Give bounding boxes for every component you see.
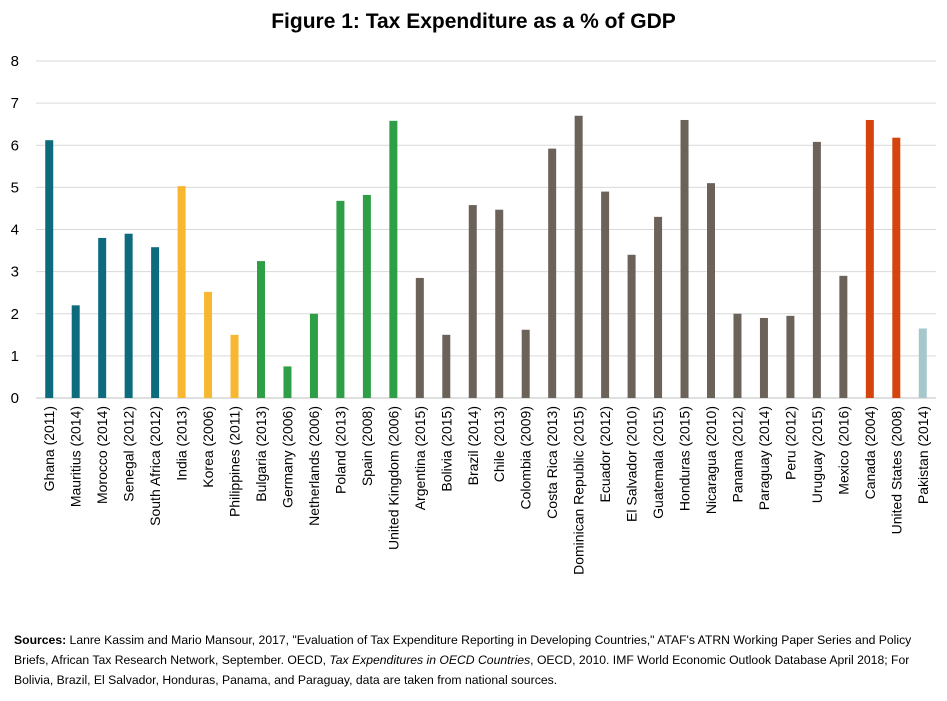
bar: [362, 194, 371, 398]
bar: [548, 148, 557, 398]
sources-text-2: , OECD, 2010. IMF World Economic Outlook…: [14, 653, 910, 687]
x-tick-label: United Kingdom (2006): [385, 406, 401, 550]
bar: [442, 334, 451, 398]
y-tick-label: 0: [11, 390, 19, 407]
bar: [98, 237, 107, 398]
bar: [839, 275, 848, 398]
x-tick-label: El Salvador (2010): [624, 406, 640, 522]
bar: [71, 305, 80, 398]
bar: [151, 247, 160, 398]
sources-note: Sources: Lanre Kassim and Mario Mansour,…: [14, 630, 934, 690]
x-tick-label: United States (2008): [888, 406, 904, 534]
x-tick-label: Brazil (2014): [465, 406, 481, 485]
x-tick-label: Morocco (2014): [94, 406, 110, 504]
sources-italic-title: Tax Expenditures in OECD Countries: [329, 653, 531, 667]
x-tick-label: Nicaragua (2010): [703, 406, 719, 514]
x-tick-label: Costa Rica (2013): [544, 406, 560, 519]
bars: [45, 115, 927, 399]
x-tick-label: Argentina (2015): [412, 406, 428, 510]
x-tick-label: Mexico (2016): [835, 406, 851, 495]
x-tick-label: Germany (2006): [279, 406, 295, 508]
x-tick-label: Colombia (2009): [518, 406, 534, 510]
y-tick-label: 2: [11, 306, 19, 323]
y-tick-label: 1: [11, 348, 19, 365]
bar: [495, 209, 504, 398]
bar: [812, 141, 821, 398]
bar: [257, 261, 265, 398]
y-tick-label: 8: [11, 53, 19, 70]
bar: [521, 329, 530, 398]
y-axis-tick-labels: 0 1 2 3 4 5 6 7 8: [11, 53, 19, 407]
y-tick-label: 3: [11, 264, 19, 281]
x-tick-label: Poland (2013): [332, 406, 348, 494]
x-tick-label: Pakistan (2014): [915, 406, 931, 504]
bar: [786, 315, 795, 398]
x-tick-label: Bolivia (2015): [438, 406, 454, 492]
bar: [759, 317, 768, 398]
x-tick-label: Philippines (2011): [227, 406, 243, 517]
y-tick-label: 5: [11, 179, 19, 196]
bar: [309, 313, 318, 398]
x-axis-tick-labels: Ghana (2011) Mauritius (2014) Morocco (201…: [41, 406, 931, 575]
x-tick-label: South Africa (2012): [147, 406, 163, 526]
bar: [865, 119, 874, 398]
x-tick-label: Ecuador (2012): [597, 406, 613, 503]
sources-label: Sources:: [14, 633, 67, 647]
bar: [627, 254, 636, 398]
bar: [918, 328, 927, 398]
x-tick-label: Dominican Republic (2015): [571, 406, 587, 575]
bar: [892, 137, 901, 399]
x-tick-label: Mauritius (2014): [68, 406, 84, 507]
sources-text-1: Lanre Kassim and Mario Mansour, 2017, "E…: [14, 633, 912, 667]
x-tick-label: Chile (2013): [491, 406, 507, 482]
x-tick-label: Uruguay (2015): [809, 406, 825, 503]
y-tick-label: 6: [11, 137, 19, 154]
bar: [230, 334, 239, 398]
bar: [680, 119, 689, 398]
x-tick-label: Bulgaria (2013): [253, 406, 269, 502]
x-tick-label: Peru (2012): [782, 406, 798, 480]
bar-chart: 0 1 2 3 4 5 6 7 8 Ghana (2011) Mauritius (2014) Mo…: [11, 53, 936, 575]
x-tick-label: Senegal (2012): [121, 406, 137, 502]
bar: [45, 140, 54, 398]
x-tick-label: India (2013): [174, 406, 190, 481]
x-tick-label: Guatemala (2015): [650, 406, 666, 519]
x-tick-label: Netherlands (2006): [306, 406, 322, 526]
bar: [283, 366, 292, 398]
gridlines: [36, 60, 936, 399]
bar: [733, 313, 742, 398]
bar: [654, 216, 663, 398]
x-tick-label: Ghana (2011): [41, 406, 57, 491]
bar: [389, 120, 398, 398]
bar: [204, 291, 213, 398]
bar: [177, 186, 186, 398]
bar: [468, 205, 477, 398]
bar: [707, 183, 715, 398]
y-tick-label: 7: [11, 95, 19, 112]
bar: [601, 191, 610, 398]
y-tick-label: 4: [11, 222, 19, 239]
x-tick-label: Korea (2006): [200, 406, 216, 488]
x-tick-label: Honduras (2015): [677, 406, 693, 511]
x-tick-label: Panama (2012): [729, 406, 745, 503]
bar: [415, 277, 424, 398]
bar: [574, 115, 583, 398]
chart-title: Figure 1: Tax Expenditure as a % of GDP: [271, 10, 676, 33]
x-tick-label: Canada (2004): [862, 406, 878, 499]
bar: [124, 233, 133, 398]
x-tick-label: Spain (2008): [359, 406, 375, 486]
bar: [336, 200, 345, 398]
x-tick-label: Paraguay (2014): [756, 406, 772, 510]
